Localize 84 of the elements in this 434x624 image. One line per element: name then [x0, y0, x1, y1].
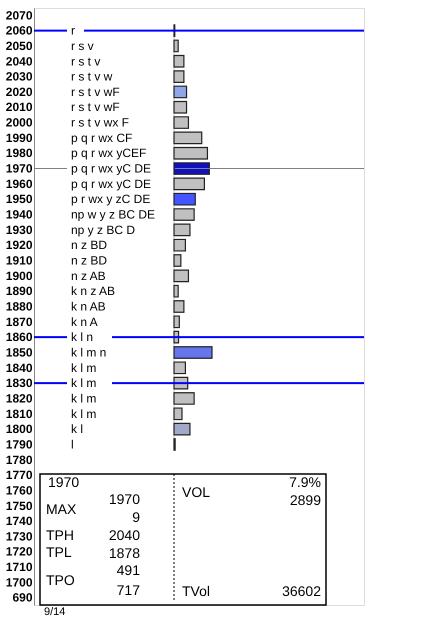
y-tick-label: 1990 [6, 130, 33, 145]
y-tick-label: 1790 [6, 437, 33, 452]
text: k n z AB [71, 284, 116, 298]
text: 1970 [48, 474, 80, 490]
y-tick-label: 1750 [6, 498, 33, 513]
text: r [71, 24, 75, 38]
y-tick-label: 1770 [6, 468, 33, 482]
text: l [71, 437, 74, 452]
y-tick-label: 1830 [6, 376, 33, 390]
y-tick-label: 2000 [6, 116, 33, 130]
annotation: VOL [182, 484, 210, 500]
y-tick-label: 1730 [6, 529, 33, 544]
text: p q r wx yCEF [71, 146, 146, 160]
y-tick-label: 1820 [6, 391, 33, 406]
y-tick-label: 1740 [6, 514, 33, 528]
y-tick-label: 1880 [6, 300, 33, 314]
y-tick-label: 1970 [6, 162, 33, 176]
text: n z AB [71, 268, 106, 283]
y-tick-label: 1800 [6, 422, 33, 436]
text: p q r wx yC DE [71, 162, 152, 176]
y-tick-label: 1930 [6, 222, 33, 237]
y-tick-label: 1780 [6, 452, 33, 467]
text: np w y z BC DE [71, 208, 156, 222]
y-tick-label: 1890 [6, 284, 33, 298]
text: MAX [46, 501, 77, 517]
y-tick-label: 2020 [6, 84, 33, 99]
text: TPO [46, 572, 75, 588]
y-tick-label: 1840 [6, 360, 33, 375]
text: k n AB [71, 300, 106, 314]
text: 491 [116, 562, 140, 578]
y-tick-label: 2070 [6, 8, 33, 22]
y-tick-label: 1720 [6, 544, 33, 559]
text: p q r wx yC DE [71, 176, 152, 191]
text: np y z BC D [71, 222, 136, 237]
y-tick-label: 1910 [6, 254, 33, 268]
y-tick-label: 1700 [6, 575, 33, 590]
y-tick-label: 1870 [6, 314, 33, 329]
text: k l m [71, 376, 96, 390]
y-tick-label: 1940 [6, 208, 33, 222]
text: 9 [132, 509, 140, 525]
y-tick-label: 690 [12, 590, 33, 605]
text: r s t v [71, 54, 100, 68]
text: k l m [71, 391, 96, 406]
text: r s t v w [71, 70, 113, 84]
text: k l m [71, 360, 96, 375]
text: k l n [71, 330, 94, 344]
y-tick-label: 1980 [6, 146, 33, 160]
y-tick-label: 2030 [6, 70, 33, 84]
text: k l m n [71, 345, 106, 360]
y-tick-label: 2060 [6, 24, 33, 38]
text: 1878 [108, 545, 140, 561]
y-tick-label: 1900 [6, 268, 33, 283]
y-tick-label: 2010 [6, 100, 33, 114]
text: 2899 [290, 492, 322, 508]
text: p r wx y zC DE [71, 192, 150, 206]
text: n z BD [71, 238, 108, 252]
text: p q r wx CF [71, 130, 132, 145]
text: r s v [71, 38, 94, 53]
text: 7.9% [289, 474, 321, 490]
y-tick-label: 1960 [6, 176, 33, 191]
text: n z BD [71, 254, 108, 268]
text: r s t v wF [71, 100, 120, 114]
text: 2040 [108, 527, 140, 543]
text: k l m [71, 406, 96, 421]
text: TPL [46, 544, 72, 560]
annotation: TVol [182, 583, 210, 599]
text: 717 [116, 582, 140, 598]
text: TPH [46, 527, 74, 543]
y-tick-label: 1850 [6, 345, 33, 360]
y-tick-label: 1760 [6, 483, 33, 498]
text: r s t v wF [71, 84, 120, 99]
text: 9/14 [44, 606, 66, 618]
y-tick-label: 2040 [6, 54, 33, 68]
text: 36602 [282, 583, 322, 599]
y-tick-label: 1860 [6, 330, 33, 344]
y-tick-label: 1710 [6, 560, 33, 574]
y-tick-label: 1920 [6, 238, 33, 252]
y-tick-label: 1950 [6, 192, 33, 206]
text: r s t v wx F [71, 116, 129, 130]
y-tick-label: 2050 [6, 38, 33, 53]
text: k n A [71, 314, 98, 329]
text: k l [71, 422, 83, 436]
y-tick-label: 1810 [6, 406, 33, 421]
text: 1970 [108, 491, 140, 507]
